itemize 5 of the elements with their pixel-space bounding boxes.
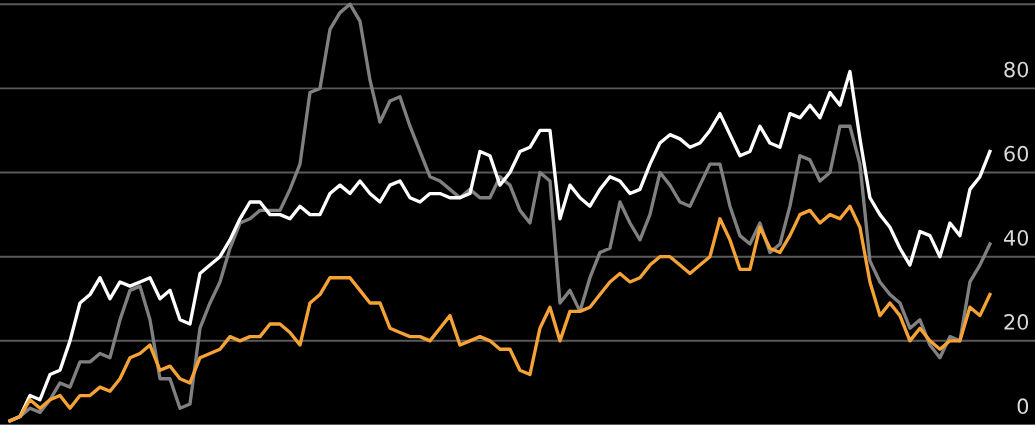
y-tick-label: 40 [1003, 229, 1029, 246]
y-tick-label: 0 [1017, 398, 1029, 415]
y-tick-label: 80 [1004, 61, 1029, 78]
y-tick-label: 60 [1004, 145, 1029, 162]
y-tick-label: 20 [1004, 314, 1029, 330]
